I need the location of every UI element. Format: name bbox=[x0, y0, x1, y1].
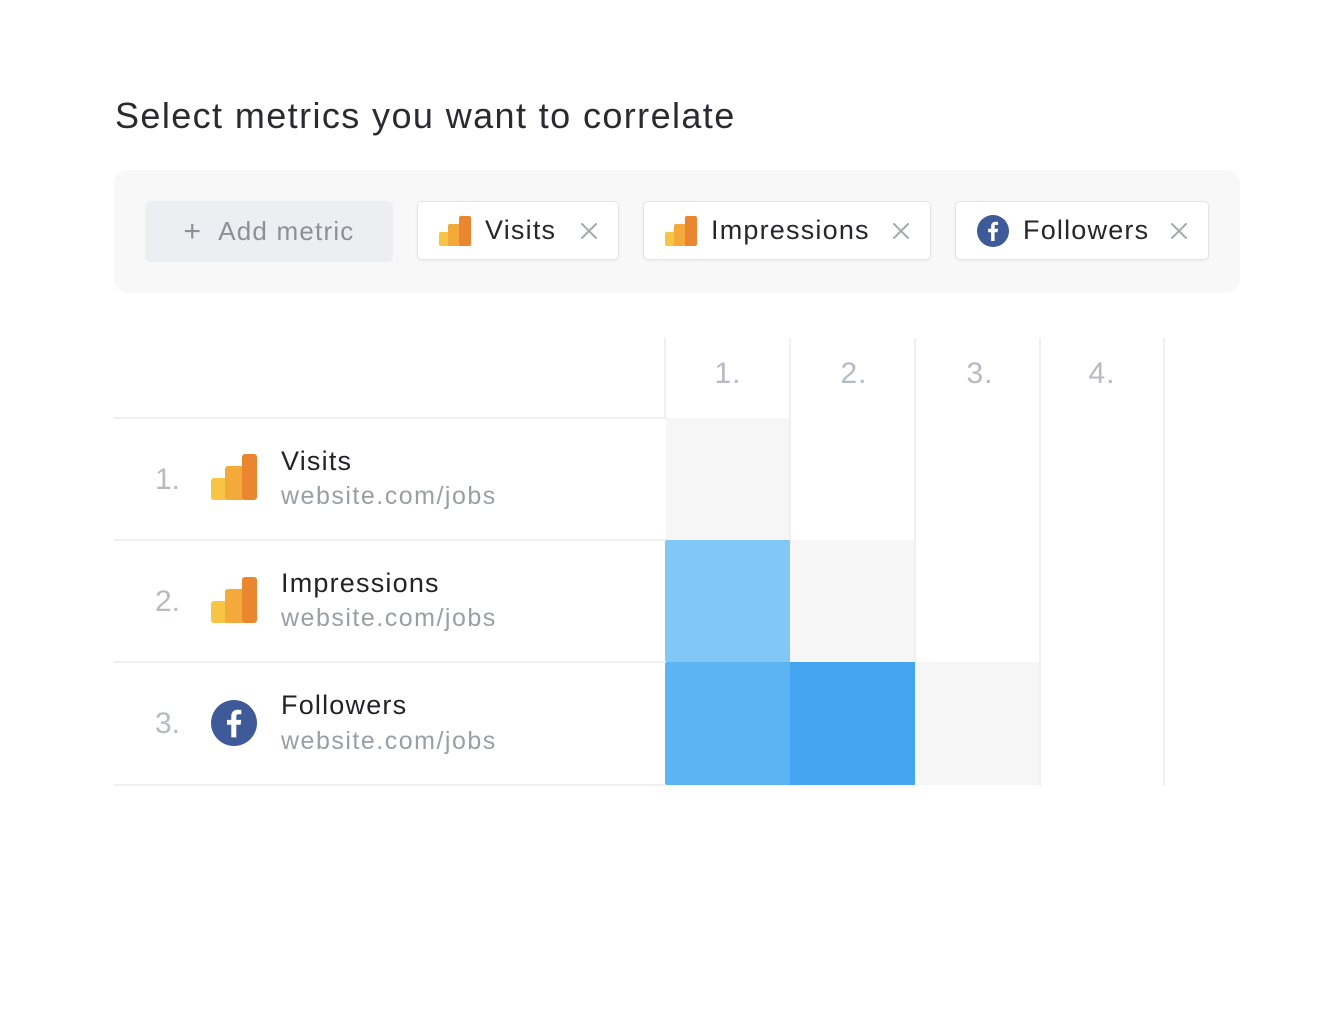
column-header: 1. bbox=[714, 357, 742, 390]
matrix-cell-diagonal[interactable] bbox=[915, 662, 1040, 785]
close-icon[interactable] bbox=[1170, 222, 1188, 240]
analytics-icon bbox=[211, 577, 257, 628]
matrix-cell-correlation[interactable] bbox=[665, 662, 790, 785]
add-metric-label: Add metric bbox=[218, 216, 355, 246]
column-header: 4. bbox=[1088, 357, 1116, 390]
grid-line bbox=[114, 661, 666, 663]
column-header: 2. bbox=[840, 357, 868, 390]
grid-line bbox=[114, 417, 666, 419]
row-metric-name: Impressions bbox=[281, 568, 440, 598]
grid-line bbox=[914, 338, 916, 662]
metric-chip-label: Followers bbox=[1023, 215, 1150, 245]
matrix-cell-diagonal[interactable] bbox=[790, 540, 915, 662]
matrix-cell-correlation[interactable] bbox=[665, 540, 790, 662]
grid-line bbox=[1039, 338, 1041, 786]
row-metric-name: Followers bbox=[281, 690, 408, 720]
row-metric-url: website.com/jobs bbox=[281, 482, 497, 510]
analytics-icon bbox=[439, 215, 471, 246]
grid-line bbox=[664, 338, 666, 418]
close-icon[interactable] bbox=[892, 222, 910, 240]
metric-chip-impressions[interactable]: Impressions bbox=[643, 201, 931, 260]
close-icon[interactable] bbox=[580, 222, 598, 240]
add-metric-button[interactable]: + Add metric bbox=[145, 201, 393, 262]
facebook-icon bbox=[977, 214, 1009, 247]
metric-chip-label: Visits bbox=[485, 215, 557, 245]
plus-icon: + bbox=[183, 214, 203, 248]
page-title: Select metrics you want to correlate bbox=[115, 95, 736, 136]
matrix-cell-correlation[interactable] bbox=[790, 662, 915, 785]
analytics-icon bbox=[211, 454, 257, 505]
row-index: 2. bbox=[154, 585, 180, 618]
row-index: 1. bbox=[154, 463, 180, 496]
metric-chip-followers[interactable]: Followers bbox=[955, 201, 1209, 260]
row-metric-url: website.com/jobs bbox=[281, 604, 497, 632]
metric-chip-label: Impressions bbox=[711, 215, 870, 245]
grid-line bbox=[789, 338, 791, 540]
matrix-cell-diagonal[interactable] bbox=[666, 418, 790, 540]
row-metric-name: Visits bbox=[281, 446, 353, 476]
row-metric-url: website.com/jobs bbox=[281, 727, 497, 755]
row-index: 3. bbox=[154, 707, 180, 740]
grid-line bbox=[114, 784, 666, 786]
grid-line bbox=[114, 539, 666, 541]
column-header: 3. bbox=[966, 357, 994, 390]
metric-chip-visits[interactable]: Visits bbox=[417, 201, 619, 260]
grid-line bbox=[1163, 338, 1165, 786]
facebook-icon bbox=[211, 700, 257, 751]
analytics-icon bbox=[665, 215, 697, 246]
